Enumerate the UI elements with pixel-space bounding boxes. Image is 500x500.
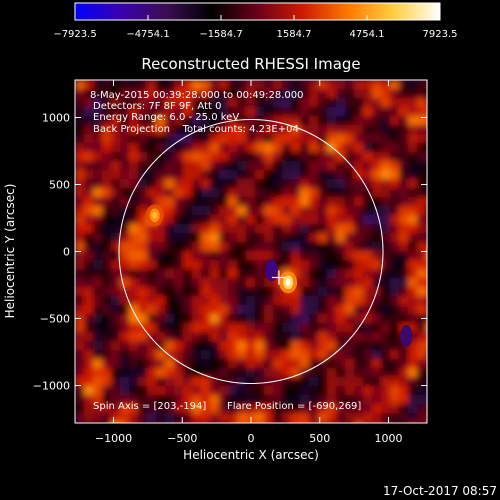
colorbar-tick-label: −7923.5 (53, 29, 96, 40)
x-tick-label: 500 (309, 432, 330, 445)
y-tick-label: 500 (49, 179, 70, 192)
colorbar-tick-label: 1584.7 (277, 29, 312, 40)
timestamp: 17-Oct-2017 08:57 (383, 484, 497, 498)
info-line-energy: Energy Range: 6.0 - 25.0 keV (93, 112, 239, 123)
bright-source (145, 204, 164, 227)
info-block: 8-May-2015 00:39:28.000 to 00:49:28.000 … (90, 90, 303, 135)
spin-axis-label: Spin Axis = [203,-194] (93, 401, 206, 412)
x-tick-label: 1000 (375, 432, 403, 445)
y-tick-label: 0 (63, 246, 70, 259)
x-tick-label: −500 (167, 432, 197, 445)
spin-axis-marker (271, 270, 286, 285)
dark-source (400, 324, 413, 347)
bright-source (279, 271, 298, 294)
x-axis-label: Heliocentric X (arcsec) (183, 448, 319, 462)
back-projection-texture (75, 80, 427, 423)
colorbar-tick-label: 4754.1 (350, 29, 385, 40)
colorbar (74, 2, 441, 21)
x-tick-label: 0 (248, 432, 255, 445)
y-tick-label: 1000 (42, 112, 70, 125)
x-axis-ticks: −1000 −500 0 500 1000 (95, 80, 403, 445)
dark-source (265, 259, 278, 282)
chart-title: Reconstructed RHESSI Image (141, 55, 360, 73)
colorbar-tick-label: −1584.7 (199, 29, 242, 40)
solar-limb-circle (118, 119, 384, 384)
colorbar-ticks: −7923.5 −4754.1 −1584.7 1584.7 4754.1 7923.5 (53, 15, 458, 40)
image-area (75, 80, 427, 423)
y-axis-label: Heliocentric Y (arcsec) (3, 184, 17, 319)
y-tick-label: −500 (40, 312, 70, 325)
info-line-detectors: Detectors: 7F 8F 9F, Att 0 (93, 101, 221, 112)
y-tick-label: −1000 (33, 379, 70, 392)
y-axis-ticks: 1000 500 0 −500 −1000 (33, 112, 427, 392)
info-line-method: Back Projection Total counts: 4.23E+04 (93, 124, 299, 135)
flare-position-label: Flare Position = [-690,269] (227, 401, 361, 412)
info-line-time: 8-May-2015 00:39:28.000 to 00:49:28.000 (90, 90, 303, 101)
colorbar-tick-label: −4754.1 (126, 29, 169, 40)
sources (145, 204, 413, 347)
x-tick-label: −1000 (95, 432, 132, 445)
colorbar-tick-label: 7923.5 (423, 29, 458, 40)
